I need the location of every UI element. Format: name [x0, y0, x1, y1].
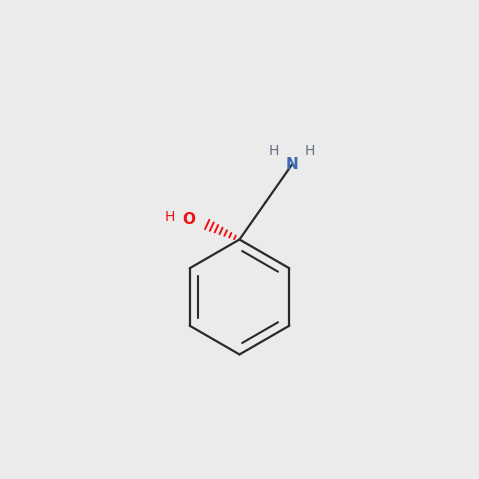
- Text: H: H: [268, 144, 279, 158]
- Text: H: H: [165, 210, 175, 224]
- Text: O: O: [182, 212, 196, 227]
- Text: H: H: [305, 144, 315, 158]
- Text: N: N: [285, 158, 298, 172]
